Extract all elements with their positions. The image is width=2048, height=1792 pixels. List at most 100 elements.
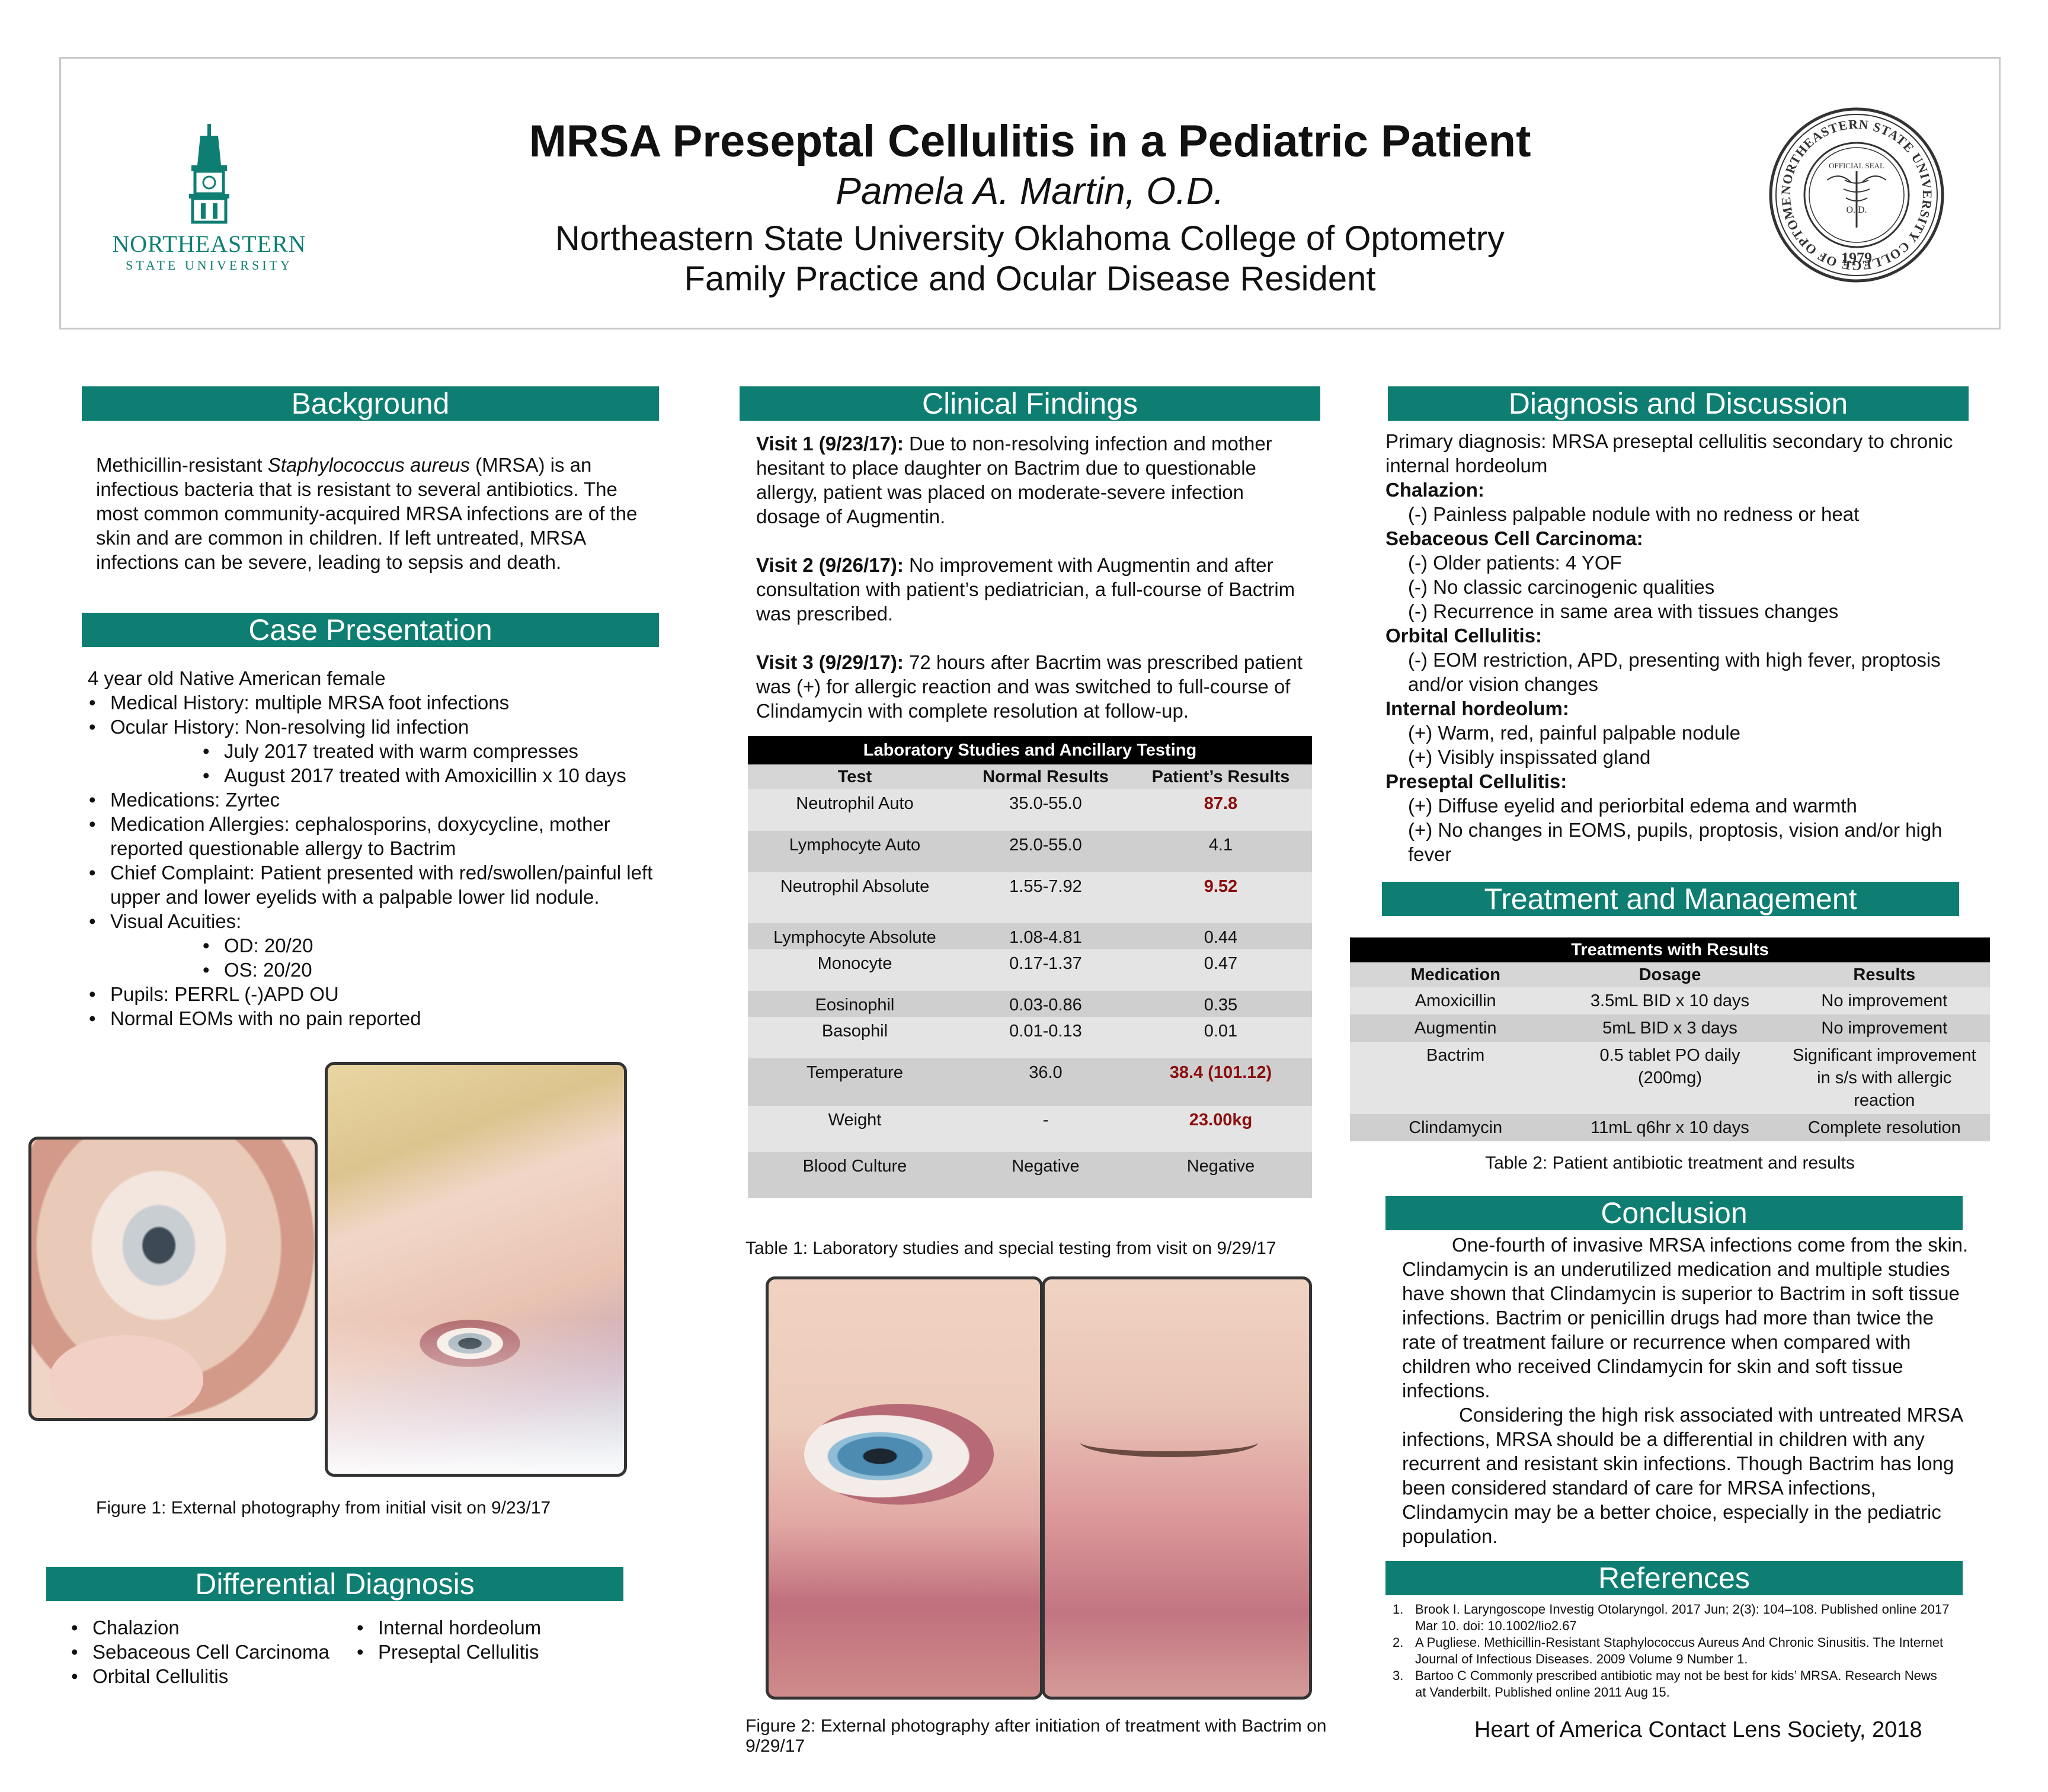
college-seal: NORTHEASTERN STATE UNIVERSITY COLLEGE OF… [1761, 94, 1945, 284]
clinical-findings: Visit 1 (9/23/17): Due to non-resolving … [756, 431, 1313, 723]
lab-cell-result: 4.1 [1208, 836, 1233, 855]
case-eoms: Normal EOMs with no pain reported [88, 1006, 657, 1031]
case-intro: 4 year old Native American female [88, 667, 386, 689]
treatment-cell-medication: Bactrim [1426, 1046, 1485, 1065]
lab-cell-test: Weight [828, 1111, 882, 1129]
treatment-cell-result: No improvement [1821, 991, 1948, 1010]
treatment-cell-result: No improvement [1821, 1019, 1948, 1038]
lab-cell-normal: 0.17-1.37 [1009, 954, 1082, 973]
visit-1-text: Due to non-resolving infection and mothe… [756, 433, 1272, 527]
va-sub-item: OD: 20/20 [88, 933, 657, 958]
conclusion-p1: One-fourth of invasive MRSA infections c… [1402, 1234, 1969, 1401]
poster-program: Family Practice and Ocular Disease Resid… [684, 260, 1376, 298]
dx-group-item: (+) No changes in EOMS, pupils, proptosi… [1408, 819, 1943, 865]
differential-col2: Internal hordeolum Preseptal Cellulitis [356, 1615, 640, 1664]
lab-cell-test: Monocyte [817, 954, 892, 973]
conclusion-heading: Conclusion [1385, 1196, 1963, 1230]
visit-2: Visit 2 (9/26/17): No improvement with A… [756, 553, 1313, 626]
ocular-sub-list: July 2017 treated with warm compresses A… [88, 739, 657, 788]
lab-table-caption: Table 1: Laboratory studies and special … [745, 1239, 1276, 1258]
visit-1-label: Visit 1 (9/23/17): [756, 433, 904, 455]
case-complaint: Chief Complaint: Patient presented with … [88, 860, 657, 909]
treat-col-results: Results [1853, 965, 1916, 984]
treatment-cell-medication: Amoxicillin [1415, 991, 1496, 1010]
lab-row: Blood Culture Negative Negative [748, 1152, 1312, 1198]
background-text-pre: Methicillin-resistant [96, 454, 268, 476]
figure1-photo-left [28, 1137, 318, 1421]
dx-group-title: Internal hordeolum: [1385, 697, 1569, 719]
treatment-cell-dosage: 11mL q6hr x 10 days [1591, 1118, 1749, 1137]
lab-cell-normal: 1.55-7.92 [1009, 877, 1082, 896]
lab-table: Laboratory Studies and Ancillary Testing… [748, 736, 1312, 1198]
references-list: 1. Brook I. Laryngoscope Investig Otolary… [1393, 1601, 1950, 1701]
treatment-cell-dosage: 5mL BID x 3 days [1602, 1019, 1737, 1038]
dx-group-item: (+) Visibly inspissated gland [1408, 746, 1651, 768]
lab-cell-test: Neutrophil Auto [796, 794, 914, 813]
treat-col-medication: Medication [1410, 965, 1500, 984]
treatment-row: Clindamycin 11mL q6hr x 10 days Complete r… [1350, 1114, 1990, 1141]
lab-row: Lymphocyte Absolute 1.08-4.81 0.44 [748, 923, 1312, 949]
lab-row: Temperature 36.0 38.4 (101.12) [748, 1058, 1312, 1106]
treat-col-dosage: Dosage [1639, 965, 1701, 984]
diagnosis-heading: Diagnosis and Discussion [1388, 386, 1969, 421]
lab-col-normal: Normal Results [983, 767, 1109, 786]
clinical-heading: Clinical Findings [740, 386, 1320, 421]
lab-cell-test: Neutrophil Absolute [780, 877, 930, 896]
treatment-cell-dosage: 0.5 tablet PO daily (200mg) [1599, 1046, 1740, 1087]
differential-col1: Chalazion Sebaceous Cell Carcinoma Orbit… [70, 1615, 348, 1688]
poster-author: Pamela A. Martin, O.D. [836, 169, 1224, 212]
diagnosis-content: Primary diagnosis: MRSA preseptal cellul… [1385, 429, 1978, 866]
lab-cell-normal: 0.03-0.86 [1009, 996, 1082, 1015]
dx-group-title: Chalazion: [1385, 479, 1484, 501]
reference-item: 2. A Pugliese. Methicillin-Resistant Stap… [1393, 1635, 1944, 1666]
lab-cell-result: 0.44 [1204, 928, 1238, 947]
lab-row: Neutrophil Auto 35.0-55.0 87.8 [748, 789, 1312, 831]
reference-item: 1. Brook I. Laryngoscope Investig Otolary… [1393, 1602, 1950, 1633]
treatment-table-title: Treatments with Results [1350, 937, 1990, 962]
figure1-photo-right [325, 1062, 627, 1477]
reference-text: Bartoo C Commonly prescribed antibiotic … [1415, 1668, 1937, 1700]
case-list: Medical History: multiple MRSA foot infe… [88, 690, 657, 739]
reference-text: A Pugliese. Methicillin-Resistant Staphy… [1415, 1635, 1944, 1666]
case-list-2: Medications: Zyrtec Medication Allergies… [88, 788, 657, 933]
visit-2-text: No improvement with Augmentin and after … [756, 554, 1295, 625]
differential-item: Internal hordeolum [356, 1615, 640, 1640]
case-va: Visual Acuities: [88, 909, 657, 933]
visit-3: Visit 3 (9/29/17): 72 hours after Bacrti… [756, 650, 1313, 723]
svg-text:O. D.: O. D. [1846, 205, 1867, 215]
treatment-table-caption: Table 2: Patient antibiotic treatment an… [1485, 1153, 1855, 1173]
treatment-table: Treatments with Results Medication Dosag… [1350, 937, 1990, 1141]
treatment-row: Bactrim 0.5 tablet PO daily (200mg) Signif… [1350, 1042, 1990, 1114]
diagnosis-groups: Chalazion: (-) Painless palpable nodule w… [1385, 478, 1978, 866]
svg-text:OFFICIAL SEAL: OFFICIAL SEAL [1829, 161, 1884, 170]
lab-cell-result: 0.35 [1204, 996, 1238, 1015]
lab-cell-result: 38.4 (101.12) [1169, 1063, 1272, 1082]
dx-group-item: (+) Diffuse eyelid and periorbital edema… [1408, 795, 1857, 817]
treatment-cell-dosage: 3.5mL BID x 10 days [1590, 991, 1750, 1010]
lab-cell-test: Temperature [807, 1063, 903, 1082]
lab-cell-result: 0.47 [1204, 954, 1238, 973]
poster-header: NORTHEASTERN STATE UNIVERSITY MRSA Prese… [59, 57, 2001, 329]
differential-item: Sebaceous Cell Carcinoma [70, 1640, 348, 1664]
dx-group-item: (-) Older patients: 4 YOF [1408, 552, 1622, 574]
treatment-cell-medication: Augmentin [1414, 1019, 1497, 1038]
lab-cell-result: 87.8 [1204, 794, 1238, 813]
clock-tower-icon [189, 124, 229, 224]
va-sub-list: OD: 20/20 OS: 20/20 [88, 933, 657, 982]
figure1-caption: Figure 1: External photography from init… [96, 1498, 551, 1518]
lab-row: Eosinophil 0.03-0.86 0.35 [748, 991, 1312, 1017]
lab-cell-normal: 35.0-55.0 [1009, 794, 1082, 813]
dx-group-title: Preseptal Cellulitis: [1385, 770, 1567, 792]
lab-cell-normal: 25.0-55.0 [1009, 836, 1082, 855]
figure2-caption: Figure 2: External photography after ini… [745, 1716, 1327, 1756]
dx-group-title: Sebaceous Cell Carcinoma: [1385, 527, 1643, 549]
background-text-italic: Staphylococcus aureus [267, 454, 470, 476]
lab-cell-test: Basophil [821, 1022, 888, 1041]
treatment-cell-result: Significant improvement in s/s with alle… [1793, 1046, 1976, 1110]
footer-conference: Heart of America Contact Lens Society, 2… [1474, 1717, 1922, 1742]
va-sub-item: OS: 20/20 [88, 958, 657, 982]
lab-row: Neutrophil Absolute 1.55-7.92 9.52 [748, 872, 1312, 923]
dx-group-item: (+) Warm, red, painful palpable nodule [1408, 722, 1740, 744]
lab-row: Monocyte 0.17-1.37 0.47 [748, 949, 1312, 991]
visit-3-text: 72 hours after Bacrtim was prescribed pa… [756, 651, 1303, 722]
